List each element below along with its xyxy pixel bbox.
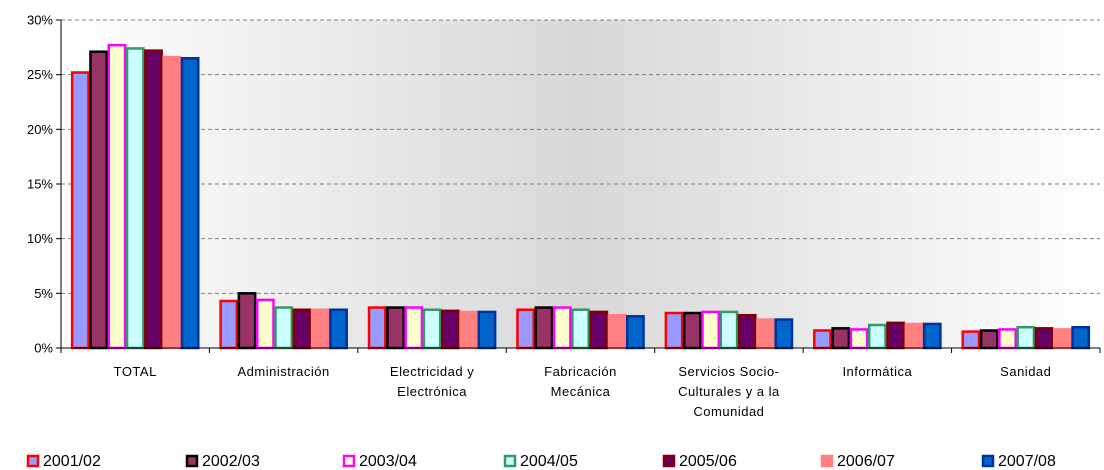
bar [961, 330, 981, 350]
y-tick-label: 15% [27, 177, 53, 192]
bar [979, 329, 999, 350]
bar [552, 306, 572, 350]
category-label: Administración [238, 364, 330, 379]
bar [756, 318, 775, 350]
bar [219, 299, 239, 350]
bar [386, 306, 405, 350]
legend-label: 2005/06 [679, 453, 737, 470]
bar [626, 315, 645, 350]
category-label: Culturales y a la [678, 384, 780, 399]
bar [422, 308, 442, 350]
bar [849, 328, 869, 350]
category-label: Mecánica [551, 384, 611, 399]
legend-label: 2002/03 [202, 453, 260, 470]
bar [664, 311, 684, 350]
legend-swatch [503, 454, 517, 468]
category-label: Electrónica [397, 384, 467, 399]
legend-label: 2007/08 [998, 453, 1056, 470]
legend-swatch [662, 454, 676, 468]
bar [571, 308, 590, 350]
bar [867, 323, 887, 350]
bar [904, 322, 924, 350]
bar [1034, 327, 1054, 350]
bar [237, 292, 257, 350]
category-label: Electricidad y [390, 364, 474, 379]
bar [922, 322, 942, 350]
bar [998, 328, 1017, 350]
category-label: Fabricación [544, 364, 617, 379]
bar [292, 308, 312, 350]
y-tick-label: 30% [27, 13, 53, 28]
y-tick-label: 10% [27, 231, 53, 246]
bar [440, 309, 460, 350]
bar [1052, 328, 1072, 350]
legend-swatch [820, 454, 834, 468]
bar [516, 308, 536, 350]
category-label: TOTAL [114, 364, 157, 379]
legend-label: 2001/02 [43, 453, 101, 470]
category-label: Informática [842, 364, 912, 379]
y-tick-label: 5% [34, 286, 53, 301]
bar [107, 43, 127, 350]
bar [589, 310, 609, 350]
y-tick-label: 20% [27, 122, 53, 137]
category-label: Comunidad [693, 404, 764, 419]
bar [125, 47, 145, 350]
bar [737, 313, 757, 350]
bar [1071, 325, 1091, 350]
category-label: Servicios Socio- [678, 364, 779, 379]
legend-label: 2006/07 [837, 453, 895, 470]
bar [367, 306, 387, 350]
bar [1016, 325, 1036, 350]
bar [719, 310, 739, 350]
bar [404, 306, 424, 350]
bar [310, 308, 330, 350]
bar [701, 310, 721, 350]
bar [831, 327, 851, 350]
legend-swatch [342, 454, 356, 468]
y-tick-label: 0% [34, 341, 53, 356]
legend-swatch [185, 454, 199, 468]
bar [477, 310, 497, 350]
legend-label: 2004/05 [520, 453, 578, 470]
bar [329, 308, 348, 350]
bar [144, 49, 163, 350]
bar [682, 311, 702, 350]
bar [813, 329, 832, 350]
bar [607, 313, 627, 350]
legend-swatch [981, 454, 995, 468]
bar [89, 50, 109, 350]
y-tick-label: 25% [27, 67, 53, 82]
bar [162, 55, 182, 350]
bar [274, 306, 294, 350]
bar [180, 57, 200, 350]
bar [70, 71, 90, 350]
legend-label: 2003/04 [359, 453, 417, 470]
bar [459, 310, 479, 350]
legend-swatch [26, 454, 40, 468]
bar [534, 306, 554, 350]
bar [886, 321, 906, 350]
bar [774, 318, 794, 350]
category-label: Sanidad [1000, 364, 1051, 379]
bar [255, 298, 275, 350]
